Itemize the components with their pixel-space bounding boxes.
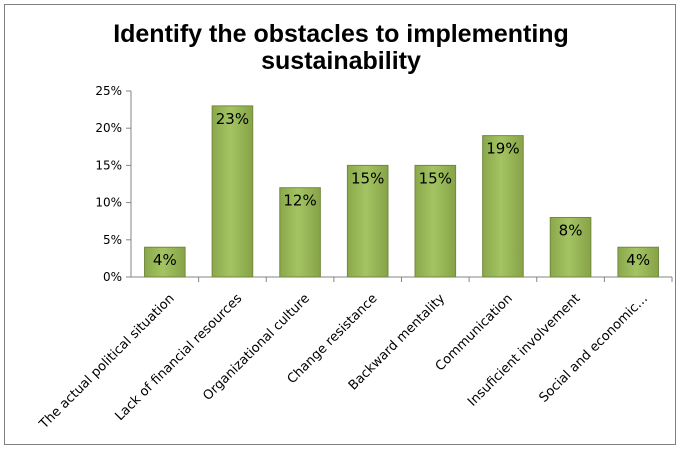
y-tick-label: 20%	[95, 121, 122, 135]
bar	[279, 187, 321, 278]
category-label: Social and economic…	[536, 291, 651, 406]
data-label: 23%	[216, 110, 249, 128]
bar	[617, 246, 659, 278]
category-label: Insuficient involvement	[465, 291, 583, 409]
data-label: 4%	[626, 251, 650, 269]
bar	[414, 164, 457, 278]
data-label: 4%	[153, 251, 177, 269]
bar	[346, 164, 389, 278]
y-tick-label: 25%	[95, 84, 122, 98]
y-tick-label: 10%	[95, 196, 122, 210]
data-label: 19%	[486, 140, 519, 158]
y-tick-label: 0%	[103, 270, 122, 284]
data-label: 12%	[283, 192, 316, 210]
y-tick-label: 15%	[95, 158, 122, 172]
bar	[211, 105, 254, 278]
data-label: 15%	[351, 169, 384, 187]
y-tick-label: 5%	[103, 233, 122, 247]
bar	[549, 216, 592, 278]
data-label: 15%	[419, 169, 452, 187]
bar	[482, 135, 524, 278]
category-label: Lack of financial resources	[112, 291, 245, 424]
data-label: 8%	[559, 221, 583, 239]
chart-title: Identify the obstacles to implementing s…	[113, 20, 569, 75]
category-label: The actual political situation	[36, 291, 177, 432]
bar	[144, 246, 186, 278]
